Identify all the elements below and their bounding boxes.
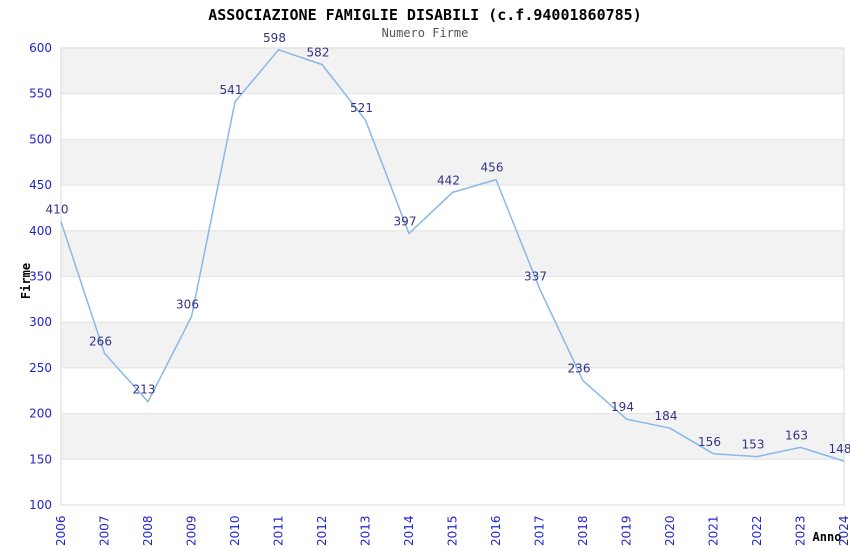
series-line (60, 49, 845, 462)
y-tick-label: 450 (29, 178, 52, 192)
data-point-label: 598 (263, 31, 286, 45)
plot-band (61, 322, 844, 368)
data-point-label: 541 (220, 83, 243, 97)
x-tick-label: 2014 (402, 515, 416, 546)
data-point-label: 442 (437, 173, 460, 187)
y-tick-label: 500 (29, 132, 52, 146)
x-axis-title: Anno (812, 530, 842, 544)
x-tick-label: 2009 (185, 515, 199, 546)
plot-band (61, 230, 844, 277)
x-tick-label: 2022 (750, 515, 764, 546)
x-tick-label: 2006 (54, 515, 68, 546)
plot-band (61, 48, 844, 94)
x-tick-label: 2007 (98, 515, 112, 546)
data-point-label: 236 (568, 362, 591, 376)
plot-band (61, 139, 844, 186)
data-point-label: 397 (394, 215, 417, 229)
x-tick-label: 2020 (663, 515, 677, 546)
data-point-label: 521 (350, 101, 373, 115)
data-point-label: 213 (133, 383, 156, 397)
chart-subtitle: Numero Firme (381, 26, 469, 40)
y-tick-label: 550 (29, 87, 52, 101)
data-point-label: 156 (698, 435, 721, 449)
data-point-label: 456 (481, 161, 504, 175)
y-tick-label: 300 (29, 315, 52, 329)
x-tick-label: 2024 (837, 515, 850, 546)
plot-band (61, 367, 844, 414)
data-point-label: 153 (742, 438, 765, 452)
y-tick-label: 150 (29, 452, 52, 466)
x-tick-label: 2017 (533, 515, 547, 546)
y-tick-label: 400 (29, 224, 52, 238)
x-tick-label: 2015 (446, 515, 460, 546)
plot-band (61, 459, 844, 505)
data-point-label: 184 (655, 409, 678, 423)
y-tick-label: 350 (29, 270, 52, 284)
y-tick-label: 250 (29, 361, 52, 375)
x-tick-label: 2021 (707, 515, 721, 546)
y-tick-label: 600 (29, 41, 52, 55)
data-point-label: 194 (611, 400, 634, 414)
data-point-label: 410 (46, 203, 69, 217)
chart-title: ASSOCIAZIONE FAMIGLIE DISABILI (c.f.9400… (208, 6, 642, 24)
x-tick-label: 2019 (620, 515, 634, 546)
data-point-label: 163 (785, 428, 808, 442)
x-tick-label: 2012 (315, 515, 329, 546)
plot-border (60, 47, 845, 506)
y-tick-label: 200 (29, 407, 52, 421)
x-tick-label: 2011 (272, 515, 286, 546)
x-tick-label: 2008 (141, 515, 155, 546)
x-tick-label: 2016 (489, 515, 503, 546)
data-point-label: 337 (524, 269, 547, 283)
data-point-label: 266 (89, 334, 112, 348)
plot-band (61, 413, 844, 460)
x-tick-label: 2018 (576, 515, 590, 546)
data-point-label: 306 (176, 298, 199, 312)
plot-band (61, 93, 844, 140)
y-tick-label: 100 (29, 498, 52, 512)
data-point-label: 582 (307, 46, 330, 60)
x-tick-label: 2023 (794, 515, 808, 546)
x-tick-label: 2013 (359, 515, 373, 546)
x-tick-label: 2010 (228, 515, 242, 546)
data-point-label: 148 (829, 442, 850, 456)
